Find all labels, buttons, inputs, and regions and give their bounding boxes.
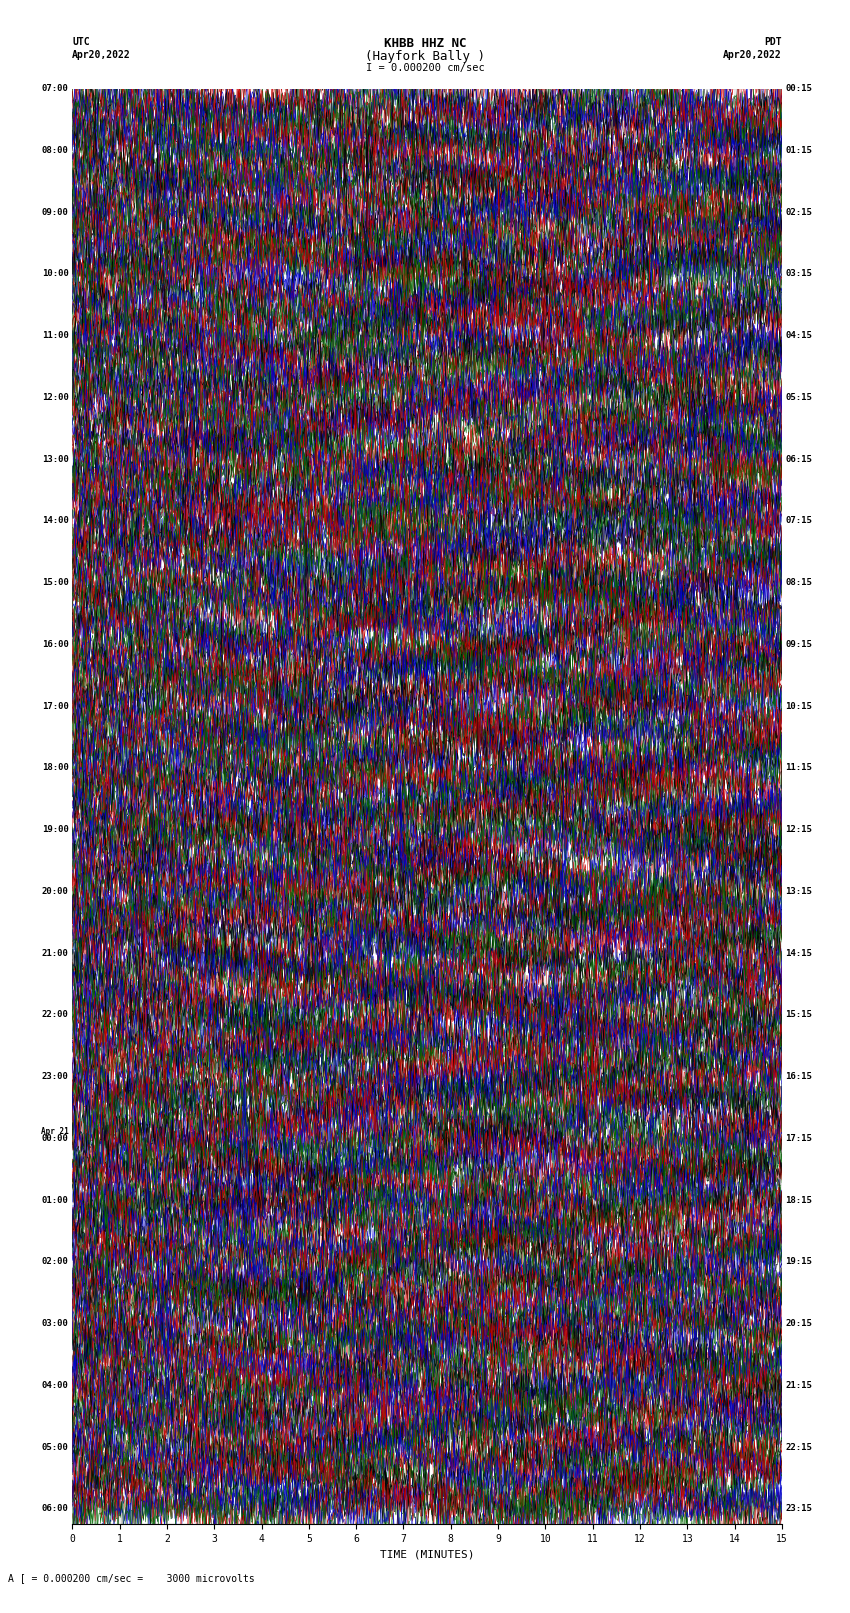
Text: 03:00: 03:00 [42, 1319, 69, 1327]
Text: 11:00: 11:00 [42, 331, 69, 340]
Text: 08:15: 08:15 [785, 577, 813, 587]
Text: 07:00: 07:00 [42, 84, 69, 94]
Text: 14:00: 14:00 [42, 516, 69, 526]
Text: 15:15: 15:15 [785, 1010, 813, 1019]
Text: 04:15: 04:15 [785, 331, 813, 340]
Text: 15:00: 15:00 [42, 577, 69, 587]
Text: 18:00: 18:00 [42, 763, 69, 773]
Text: 19:00: 19:00 [42, 826, 69, 834]
Text: 09:00: 09:00 [42, 208, 69, 216]
Text: 19:15: 19:15 [785, 1258, 813, 1266]
Text: 00:00: 00:00 [42, 1134, 69, 1144]
Text: 20:15: 20:15 [785, 1319, 813, 1327]
Text: (Hayfork Bally ): (Hayfork Bally ) [365, 50, 485, 63]
Text: 22:15: 22:15 [785, 1442, 813, 1452]
Text: 16:00: 16:00 [42, 640, 69, 648]
Text: KHBB HHZ NC: KHBB HHZ NC [383, 37, 467, 50]
Text: I = 0.000200 cm/sec: I = 0.000200 cm/sec [366, 63, 484, 73]
Text: 21:00: 21:00 [42, 948, 69, 958]
X-axis label: TIME (MINUTES): TIME (MINUTES) [380, 1550, 474, 1560]
Text: 07:15: 07:15 [785, 516, 813, 526]
Text: 21:15: 21:15 [785, 1381, 813, 1390]
Text: 01:15: 01:15 [785, 145, 813, 155]
Text: 17:15: 17:15 [785, 1134, 813, 1144]
Text: 22:00: 22:00 [42, 1010, 69, 1019]
Text: 06:00: 06:00 [42, 1505, 69, 1513]
Text: 17:00: 17:00 [42, 702, 69, 711]
Text: 11:15: 11:15 [785, 763, 813, 773]
Text: UTC: UTC [72, 37, 90, 47]
Text: 18:15: 18:15 [785, 1195, 813, 1205]
Text: Apr20,2022: Apr20,2022 [72, 50, 131, 60]
Text: 02:15: 02:15 [785, 208, 813, 216]
Text: 12:15: 12:15 [785, 826, 813, 834]
Text: 05:15: 05:15 [785, 394, 813, 402]
Text: Apr20,2022: Apr20,2022 [723, 50, 782, 60]
Text: 20:00: 20:00 [42, 887, 69, 895]
Text: 04:00: 04:00 [42, 1381, 69, 1390]
Text: 05:00: 05:00 [42, 1442, 69, 1452]
Text: 13:15: 13:15 [785, 887, 813, 895]
Text: 23:00: 23:00 [42, 1073, 69, 1081]
Text: 06:15: 06:15 [785, 455, 813, 463]
Text: 09:15: 09:15 [785, 640, 813, 648]
Text: 02:00: 02:00 [42, 1258, 69, 1266]
Text: 12:00: 12:00 [42, 394, 69, 402]
Text: Apr 21: Apr 21 [41, 1127, 69, 1137]
Text: 10:15: 10:15 [785, 702, 813, 711]
Text: 01:00: 01:00 [42, 1195, 69, 1205]
Text: 23:15: 23:15 [785, 1505, 813, 1513]
Text: 14:15: 14:15 [785, 948, 813, 958]
Text: PDT: PDT [764, 37, 782, 47]
Text: 08:00: 08:00 [42, 145, 69, 155]
Text: 13:00: 13:00 [42, 455, 69, 463]
Text: A [ = 0.000200 cm/sec =    3000 microvolts: A [ = 0.000200 cm/sec = 3000 microvolts [8, 1573, 255, 1582]
Text: 03:15: 03:15 [785, 269, 813, 279]
Text: 00:15: 00:15 [785, 84, 813, 94]
Text: 16:15: 16:15 [785, 1073, 813, 1081]
Text: 10:00: 10:00 [42, 269, 69, 279]
